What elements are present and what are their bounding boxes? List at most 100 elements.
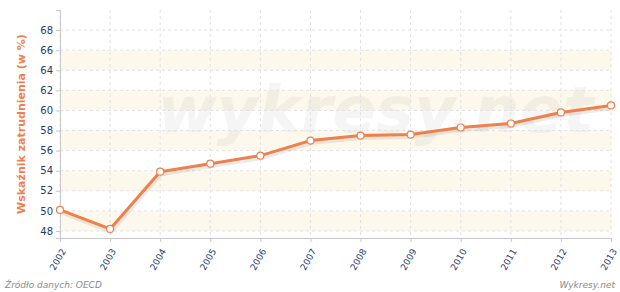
x-tick-label: 2010 — [449, 247, 469, 272]
point[interactable] — [507, 120, 514, 127]
grid-line — [60, 170, 611, 171]
point[interactable] — [57, 206, 64, 213]
y-tick-label: 62 — [40, 85, 53, 96]
point[interactable] — [207, 160, 214, 167]
y-tick: 60 — [40, 105, 60, 116]
x-tick-mark — [60, 238, 61, 242]
grid-line — [560, 10, 561, 238]
plot-area — [57, 102, 615, 233]
plot-background — [60, 50, 611, 231]
y-tick-mark — [56, 70, 60, 71]
grid-line — [160, 10, 161, 238]
x-tick-label: 2005 — [198, 247, 218, 272]
x-tick-label: 2009 — [399, 247, 419, 272]
y-tick-label: 54 — [40, 165, 53, 176]
x-tick-label: 2007 — [298, 247, 318, 272]
x-tick-label: 2006 — [248, 247, 268, 272]
x-tick-mark — [310, 238, 311, 242]
x-tick: 2008 — [348, 238, 368, 272]
grid-line — [611, 10, 612, 238]
y-tick-label: 50 — [40, 206, 53, 217]
point[interactable] — [107, 225, 114, 232]
x-axis-line — [61, 239, 612, 243]
x-tick: 2004 — [148, 238, 168, 272]
point[interactable] — [357, 132, 364, 139]
y-tick-mark — [56, 191, 60, 192]
x-tick-mark — [461, 238, 462, 242]
point[interactable] — [457, 124, 464, 131]
y-tick: 54 — [40, 165, 60, 176]
x-tick: 2011 — [499, 238, 519, 272]
x-tick-mark — [160, 238, 161, 242]
y-tick: 58 — [40, 125, 60, 136]
x-tick-mark — [210, 238, 211, 242]
point[interactable] — [307, 137, 314, 144]
credit: Wykresy.net — [559, 280, 615, 290]
x-tick: 2005 — [198, 238, 218, 272]
x-tick-label: 2002 — [48, 247, 68, 272]
point[interactable] — [257, 152, 264, 159]
x-tick: 2007 — [298, 238, 318, 272]
y-tick-mark — [56, 231, 60, 232]
y-tick: 66 — [40, 45, 60, 56]
point[interactable] — [608, 102, 615, 109]
y-tick-label: 58 — [40, 125, 53, 136]
grid-line — [60, 50, 611, 51]
grid-line — [60, 90, 611, 91]
y-tick: 68 — [40, 25, 60, 36]
y-tick-mark — [56, 90, 60, 91]
grid-line — [60, 70, 611, 71]
point[interactable] — [407, 131, 414, 138]
x-tick-mark — [561, 238, 562, 242]
grid-line — [60, 150, 611, 151]
y-tick-mark — [56, 151, 60, 152]
x-tick-label: 2013 — [599, 247, 619, 272]
x-tick-mark — [361, 238, 362, 242]
line — [60, 105, 611, 229]
y-axis: 48 50 52 54 56 58 60 62 64 66 68 — [40, 11, 60, 239]
grid-line — [310, 10, 311, 238]
x-tick-mark — [110, 238, 111, 242]
y-axis-title: Wskaźnik zatrudnienia (w %) — [15, 34, 28, 214]
grid-line — [60, 130, 611, 131]
y-axis-line — [56, 11, 61, 239]
grid — [60, 10, 611, 238]
y-tick-label: 48 — [40, 226, 53, 237]
x-tick-label: 2012 — [549, 247, 569, 272]
y-tick-label: 60 — [40, 105, 53, 116]
y-tick-label: 52 — [40, 185, 53, 196]
x-tick: 2013 — [599, 238, 619, 272]
x-tick-mark — [611, 238, 612, 242]
point[interactable] — [157, 168, 164, 175]
y-tick-mark — [56, 131, 60, 132]
y-tick-mark — [56, 171, 60, 172]
x-axis: 2002 2003 2004 2005 2006 2007 2008 2009 2010 2011… — [48, 238, 619, 272]
band — [60, 211, 611, 231]
x-tick-mark — [411, 238, 412, 242]
y-tick: 52 — [40, 185, 60, 196]
grid-line — [210, 10, 211, 238]
y-tick-label: 56 — [40, 145, 53, 156]
grid-line — [110, 10, 111, 238]
source-note: Źródło danych: OECD — [4, 279, 102, 290]
x-tick-mark — [511, 238, 512, 242]
grid-line — [60, 230, 611, 231]
x-tick: 2003 — [98, 238, 118, 272]
y-tick-mark — [56, 30, 60, 31]
y-tick-label: 64 — [40, 65, 53, 76]
x-tick: 2006 — [248, 238, 268, 272]
line-shadow — [61, 107, 612, 231]
y-tick: 62 — [40, 85, 60, 96]
grid-line — [410, 10, 411, 238]
x-tick-label: 2004 — [148, 247, 168, 272]
y-tick: 64 — [40, 65, 60, 76]
point[interactable] — [557, 109, 564, 116]
y-tick: 48 — [40, 226, 60, 237]
grid-line — [60, 30, 611, 31]
y-tick-mark — [56, 110, 60, 111]
x-tick: 2010 — [449, 238, 469, 272]
x-tick: 2012 — [549, 238, 569, 272]
y-tick-label: 66 — [40, 45, 53, 56]
x-tick-label: 2011 — [499, 247, 519, 272]
chart: wykresy.net48505254565860626466682002200… — [0, 0, 620, 292]
